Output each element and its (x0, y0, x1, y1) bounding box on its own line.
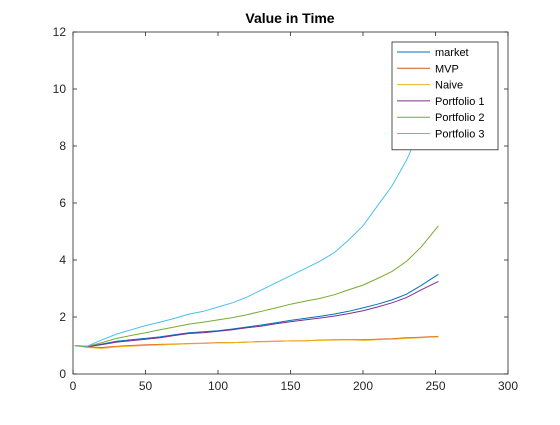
x-tick-label: 0 (70, 379, 77, 393)
x-tick-label: 300 (498, 379, 518, 393)
legend-label-portfolio-1: Portfolio 1 (435, 96, 485, 108)
chart-title: Value in Time (245, 10, 334, 26)
legend-label-portfolio-3: Portfolio 3 (435, 129, 485, 141)
y-tick-label: 0 (59, 367, 66, 381)
series-line-portfolio-3 (74, 137, 418, 347)
series-line-naive (74, 336, 439, 349)
x-tick-label: 250 (425, 379, 445, 393)
series-line-portfolio-2 (74, 225, 439, 347)
y-tick-label: 6 (59, 196, 66, 210)
legend-label-mvp: MVP (435, 63, 459, 75)
legend: market MVP Naive Portfolio 1 Portfolio 2 Port… (391, 41, 499, 151)
x-tick-label: 100 (208, 379, 228, 393)
x-tick-label: 50 (139, 379, 153, 393)
x-tick-label: 150 (280, 379, 300, 393)
series-line-market (74, 273, 439, 347)
series-line-portfolio-1 (74, 280, 439, 348)
y-tick-label: 4 (59, 253, 66, 267)
y-tick-label: 2 (59, 310, 66, 324)
y-tick-label: 8 (59, 139, 66, 153)
series-layer (74, 137, 439, 349)
legend-label-portfolio-2: Portfolio 2 (435, 112, 485, 124)
legend-label-naive: Naive (435, 80, 463, 92)
x-tick-label: 200 (353, 379, 373, 393)
legend-box (391, 41, 499, 151)
y-tick-label: 10 (53, 82, 67, 96)
y-tick-label: 12 (53, 25, 67, 39)
axes-layer: 0 50 100 150 200 250 300 0 2 4 6 8 10 12 (53, 25, 519, 393)
legend-label-market: market (435, 47, 469, 59)
